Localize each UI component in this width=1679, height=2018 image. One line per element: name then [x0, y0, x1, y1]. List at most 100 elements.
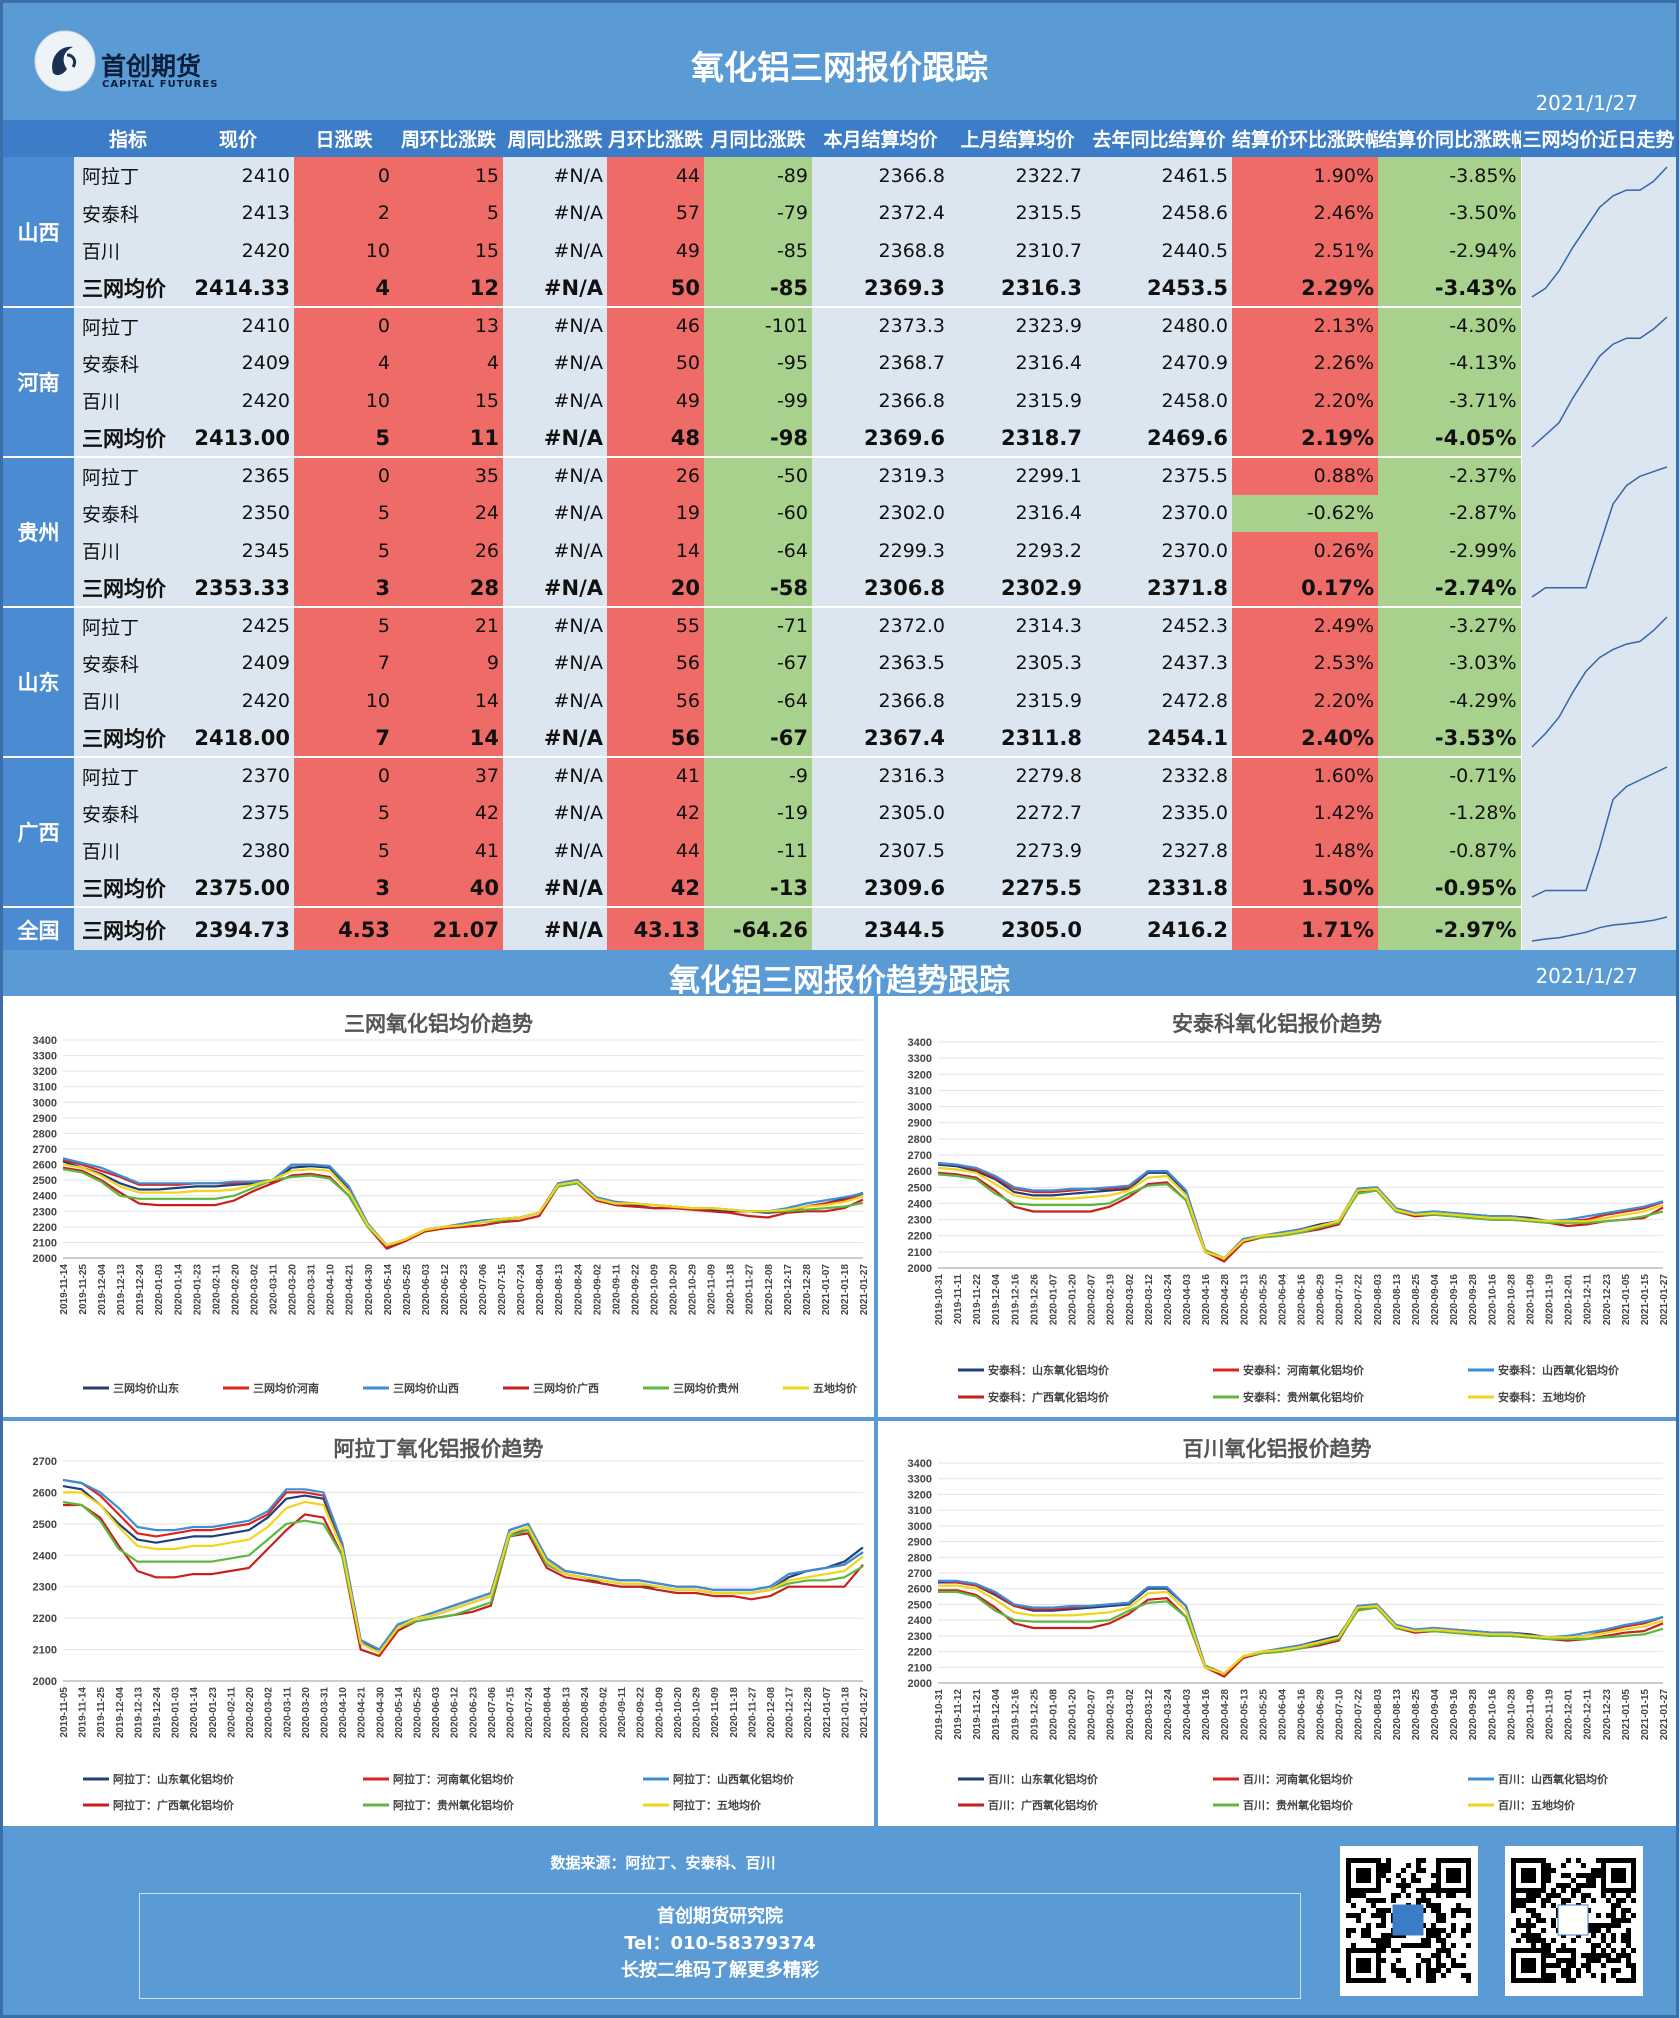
table-cell: -4.29% — [1378, 682, 1521, 720]
y-tick-label: 2000 — [33, 1676, 57, 1688]
x-tick-label: 2020-02-19 — [1106, 1689, 1117, 1741]
x-tick-label: 2020-09-02 — [592, 1264, 603, 1316]
x-tick-label: 2019-12-04 — [991, 1274, 1002, 1326]
row-label: 百川 — [74, 232, 182, 270]
chart-title: 安泰科氧化铝报价趋势 — [1172, 1012, 1382, 1036]
table-cell: 2307.5 — [812, 832, 949, 870]
x-tick-label: 2020-03-31 — [319, 1687, 330, 1739]
x-tick-label: 2020-06-03 — [431, 1687, 442, 1739]
x-tick-label: 2020-11-27 — [745, 1264, 756, 1315]
x-tick-label: 2020-04-28 — [1220, 1274, 1231, 1326]
legend-label: 阿拉丁：河南氧化铝均价 — [393, 1772, 515, 1786]
x-tick-label: 2021-01-07 — [821, 1264, 832, 1316]
table-cell: 1.71% — [1232, 907, 1378, 953]
x-tick-label: 2020-12-08 — [766, 1687, 777, 1739]
org-name: 首创期货研究院 — [657, 1906, 783, 1927]
table-cell: -2.37% — [1378, 457, 1521, 495]
table-cell: 41 — [394, 832, 503, 870]
table-row: 百川 2420 10 15 #N/A 49 -85 2368.8 2310.7 2440.5 2.5… — [3, 232, 1676, 270]
x-tick-label: 2020-11-18 — [726, 1264, 737, 1315]
x-tick-label: 2020-12-11 — [1583, 1274, 1594, 1325]
table-cell: 5 — [294, 832, 394, 870]
table-cell: 7 — [294, 644, 394, 682]
row-label: 三网均价 — [74, 719, 182, 758]
y-tick-label: 2000 — [908, 1678, 932, 1690]
table-cell: 2418.00 — [182, 719, 294, 758]
table-cell: #N/A — [503, 457, 607, 495]
y-tick-label: 2900 — [908, 1118, 932, 1130]
x-tick-label: 2020-06-29 — [1316, 1689, 1327, 1741]
qr-code-icon[interactable] — [1340, 1846, 1478, 1996]
series-line — [938, 1590, 1664, 1675]
table-cell: 2316.3 — [812, 757, 949, 795]
table-cell: 2311.8 — [949, 719, 1086, 758]
y-tick-label: 2300 — [33, 1206, 57, 1218]
table-cell: 2366.8 — [812, 157, 949, 195]
x-tick-label: 2021-01-05 — [1621, 1274, 1632, 1326]
table-cell: -95 — [704, 344, 812, 382]
qr-pattern — [1346, 1858, 1471, 1983]
row-label: 阿拉丁 — [74, 607, 182, 645]
x-tick-label: 2020-01-03 — [171, 1687, 182, 1739]
x-tick-label: 2020-08-03 — [1373, 1274, 1384, 1326]
table-cell: 2370.0 — [1086, 532, 1232, 570]
x-tick-label: 2020-09-28 — [1468, 1274, 1479, 1326]
chart-plot: 2000 2100 2200 2300 2400 2500 2600 2700 2019-11-… — [33, 1456, 870, 1812]
table-cell: 2.20% — [1232, 382, 1378, 420]
x-tick-label: 2020-03-12 — [1144, 1689, 1155, 1741]
table-cell: 44 — [607, 157, 704, 195]
sparkline-cell — [1520, 607, 1676, 757]
table-avg-row: 三网均价 2375.00 3 40 #N/A 42 -13 2309.6 2275.5 2331.… — [3, 869, 1676, 908]
table-cell: 2293.2 — [949, 532, 1086, 570]
x-tick-label: 2020-07-15 — [506, 1687, 517, 1739]
x-tick-label: 2020-06-04 — [1277, 1689, 1288, 1741]
table-row: 山东 阿拉丁 2425 5 21 #N/A 55 -71 2372.0 2314.3 2452.3 2… — [3, 607, 1676, 758]
series-line — [63, 1491, 864, 1654]
x-tick-label: 2020-03-24 — [1163, 1689, 1174, 1741]
table-cell: 2315.9 — [949, 682, 1086, 720]
table-cell: 2273.9 — [949, 832, 1086, 870]
header-cell: 月环比涨跌 — [607, 120, 704, 157]
x-tick-label: 2020-03-31 — [307, 1264, 318, 1316]
chart-baichuan: 百川氧化铝报价趋势 2000 2100 2200 2300 2400 2500 2600 270… — [878, 1421, 1676, 1826]
table-cell: 7 — [294, 719, 394, 758]
table-cell: -3.03% — [1378, 644, 1521, 682]
table-cell: #N/A — [503, 907, 607, 953]
series-line — [938, 1589, 1664, 1678]
y-tick-label: 2600 — [33, 1160, 57, 1172]
table-cell: 2472.8 — [1086, 682, 1232, 720]
table-cell: 50 — [607, 344, 704, 382]
table-cell: 0 — [294, 757, 394, 795]
table-cell: 2410 — [182, 307, 294, 345]
table-cell: 2345 — [182, 532, 294, 570]
table-cell: 2409 — [182, 344, 294, 382]
table-cell: 2366.8 — [812, 382, 949, 420]
table-cell: 2.13% — [1232, 307, 1378, 345]
legend-label: 阿拉丁：山西氧化铝均价 — [673, 1772, 795, 1786]
x-tick-label: 2020-08-13 — [561, 1687, 572, 1739]
table-cell: -11 — [704, 832, 812, 870]
x-tick-label: 2020-02-20 — [230, 1264, 241, 1316]
row-label: 安泰科 — [74, 644, 182, 682]
table-cell: 1.50% — [1232, 869, 1378, 908]
x-tick-label: 2020-08-24 — [573, 1264, 584, 1316]
table-cell: 2420 — [182, 382, 294, 420]
x-tick-label: 2020-10-29 — [688, 1264, 699, 1316]
row-label: 安泰科 — [74, 344, 182, 382]
x-tick-label: 2020-01-03 — [154, 1264, 165, 1316]
table-cell: 3 — [294, 569, 394, 608]
table-cell: 35 — [394, 457, 503, 495]
table-cell: 2306.8 — [812, 569, 949, 608]
y-tick-label: 2400 — [33, 1191, 57, 1203]
legend-label: 百川：山东氧化铝均价 — [988, 1772, 1099, 1786]
table-cell: 2469.6 — [1086, 419, 1232, 458]
y-tick-label: 2300 — [908, 1215, 932, 1227]
x-tick-label: 2020-10-20 — [669, 1264, 680, 1316]
table-cell: -13 — [704, 869, 812, 908]
table-cell: #N/A — [503, 757, 607, 795]
x-tick-label: 2019-10-31 — [934, 1689, 945, 1741]
qr-code-icon[interactable] — [1505, 1846, 1643, 1996]
table-cell: 0 — [294, 457, 394, 495]
table-cell: #N/A — [503, 682, 607, 720]
table-cell: 48 — [607, 419, 704, 458]
